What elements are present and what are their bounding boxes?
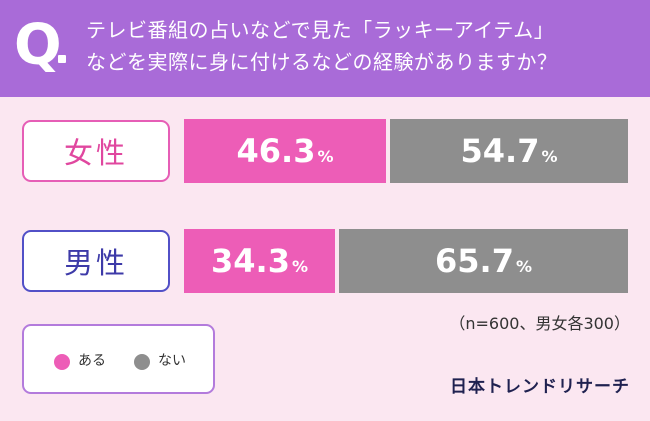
row-label-male: 男性 [22,230,170,292]
data-label-female-yes: 46.3 [236,132,316,170]
bar-segment-female-yes: 46.3% [184,119,386,183]
question-line-1: テレビ番組の占いなどで見た「ラッキーアイテム」 [86,18,555,42]
legend-swatch-no [134,354,150,370]
question-text: テレビ番組の占いなどで見た「ラッキーアイテム」 などを実際に身に付けるなどの経験… [86,14,646,78]
question-header: Q テレビ番組の占いなどで見た「ラッキーアイテム」 などを実際に身に付けるなどの… [0,0,650,97]
data-label-male-yes: 34.3 [211,242,290,280]
q-mark: Q [14,13,62,78]
bar-segment-male-no: 65.7% [339,229,628,293]
legend-swatch-yes [54,354,70,370]
source-logo: 日本トレンドリサーチ [450,377,630,397]
data-label-male-no: 65.7 [435,242,514,280]
q-dot [58,55,66,63]
percent-unit: % [291,256,308,276]
percent-unit: % [515,256,532,276]
percent-unit: % [541,146,558,166]
legend-label-yes: ある [78,353,106,369]
bar-segment-female-no: 54.7% [390,119,628,183]
bar-row-male: 34.3% 65.7% [184,229,628,293]
bar-segment-male-yes: 34.3% [184,229,335,293]
legend: ある ない [22,324,215,394]
legend-label-no: ない [158,353,186,369]
row-label-female: 女性 [22,120,170,182]
data-label-female-no: 54.7 [460,132,540,170]
bar-row-female: 46.3% 54.7% [184,119,628,183]
question-line-2: などを実際に身に付けるなどの経験がありますか？ [86,50,558,74]
sample-size-note: （n=600、男女各300） [449,314,630,333]
percent-unit: % [317,146,334,166]
